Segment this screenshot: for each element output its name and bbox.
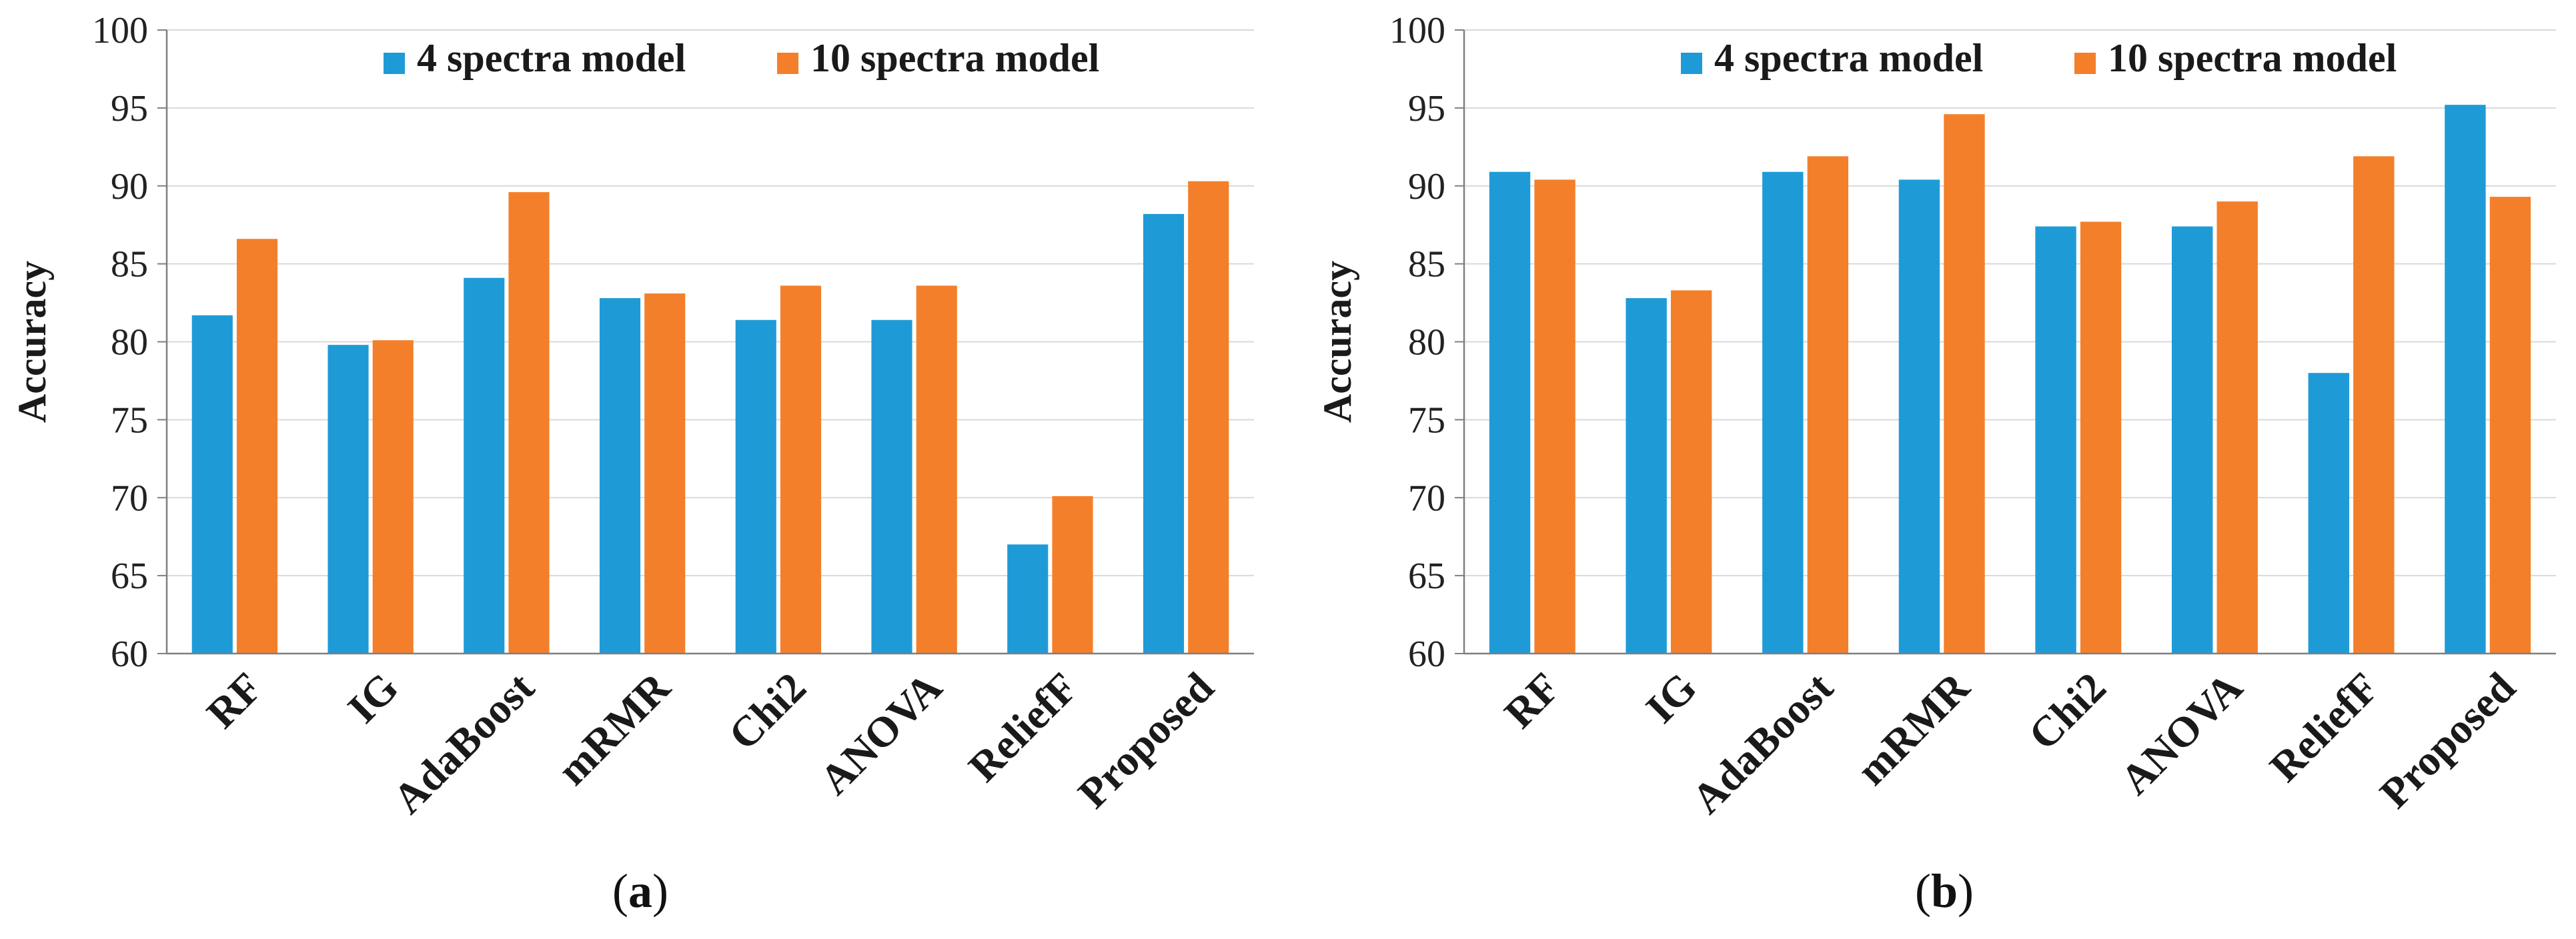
bar-10-spectra-proposed	[2489, 197, 2531, 654]
x-tick-label-relieff: ReliefF	[2261, 664, 2388, 791]
bar-4-spectra-adaboost	[464, 277, 505, 654]
bar-4-spectra-proposed	[2445, 105, 2486, 654]
x-tick-label-adaboost: AdaBoost	[384, 663, 543, 822]
legend-label-4-spectra: 4 spectra model	[417, 36, 686, 80]
bar-4-spectra-rf	[1489, 171, 1531, 654]
caption-open-paren: (	[612, 864, 628, 918]
y-tick-label: 95	[1408, 88, 1445, 129]
bar-4-spectra-relieff	[1007, 544, 1049, 654]
bar-4-spectra-mrmr	[1898, 179, 1940, 654]
bar-4-spectra-relieff	[2308, 373, 2349, 654]
y-tick-label: 60	[1408, 634, 1445, 675]
bar-10-spectra-anova	[916, 285, 957, 654]
legend-swatch-4-spectra	[1681, 53, 1702, 74]
y-tick-label: 65	[111, 556, 148, 597]
bar-10-spectra-rf	[236, 239, 278, 654]
bar-10-spectra-mrmr	[1944, 114, 1985, 654]
y-tick-label: 100	[1389, 10, 1445, 51]
legend-label-4-spectra: 4 spectra model	[1714, 36, 1983, 80]
x-tick-label-rf: RF	[1495, 664, 1569, 738]
y-tick-label: 90	[1408, 166, 1445, 207]
x-tick-label-proposed: Proposed	[2371, 664, 2524, 817]
x-tick-label-rf: RF	[197, 664, 271, 738]
bar-10-spectra-chi2	[780, 285, 822, 654]
bar-10-spectra-relieff	[2353, 156, 2395, 654]
bar-4-spectra-proposed	[1143, 213, 1185, 654]
y-tick-label: 95	[111, 88, 148, 129]
y-tick-label: 85	[111, 244, 148, 285]
y-tick-label: 70	[111, 478, 148, 519]
legend-swatch-4-spectra	[384, 53, 405, 74]
bar-10-spectra-mrmr	[644, 293, 686, 654]
bar-4-spectra-ig	[328, 345, 369, 654]
y-tick-label: 80	[1408, 322, 1445, 363]
bar-4-spectra-rf	[191, 315, 233, 654]
y-tick-label: 60	[111, 634, 148, 675]
y-tick-label: 90	[111, 166, 148, 207]
x-tick-label-mrmr: mRMR	[548, 663, 680, 794]
y-axis-label: Accuracy	[1315, 261, 1359, 423]
bar-10-spectra-relieff	[1052, 496, 1093, 654]
panel-caption: (b)	[1915, 864, 1974, 918]
panel-caption: (a)	[612, 864, 668, 918]
legend-label-10-spectra: 10 spectra model	[810, 36, 1099, 80]
x-tick-label-anova: ANOVA	[2111, 664, 2251, 804]
bar-10-spectra-adaboost	[508, 192, 550, 654]
y-tick-label: 65	[1408, 556, 1445, 597]
x-tick-label-ig: IG	[339, 664, 408, 732]
legend: 4 spectra model 10 spectra model	[1681, 36, 2397, 80]
bar-4-spectra-adaboost	[1762, 171, 1804, 654]
caption-open-paren: (	[1915, 864, 1931, 918]
bar-10-spectra-ig	[1671, 290, 1712, 654]
x-tick-label-chi2: Chi2	[2019, 664, 2114, 759]
x-tick-label-adaboost: AdaBoost	[1683, 663, 1842, 822]
bar-4-spectra-ig	[1626, 298, 1667, 654]
bar-10-spectra-proposed	[1188, 181, 1229, 654]
legend-swatch-10-spectra	[2074, 53, 2096, 74]
x-tick-label-relieff: ReliefF	[959, 664, 1087, 791]
y-tick-label: 75	[1408, 399, 1445, 441]
x-tick-label-proposed: Proposed	[1069, 664, 1223, 817]
bar-10-spectra-ig	[372, 340, 414, 654]
x-tick-label-mrmr: mRMR	[1848, 663, 1979, 794]
bar-10-spectra-adaboost	[1807, 156, 1849, 654]
bar-4-spectra-anova	[2171, 226, 2213, 654]
y-tick-label: 75	[111, 399, 148, 441]
bar-4-spectra-mrmr	[599, 298, 641, 654]
y-tick-label: 80	[111, 322, 148, 363]
x-tick-label-ig: IG	[1637, 664, 1706, 732]
caption-letter: b	[1931, 864, 1958, 918]
legend-label-10-spectra: 10 spectra model	[2108, 36, 2397, 80]
legend-swatch-10-spectra	[777, 53, 798, 74]
x-tick-label-anova: ANOVA	[810, 664, 950, 804]
bar-4-spectra-anova	[871, 319, 912, 654]
x-tick-label-chi2: Chi2	[720, 664, 815, 759]
y-axis-label: Accuracy	[10, 261, 54, 423]
y-tick-label: 100	[92, 10, 148, 51]
caption-letter: a	[628, 864, 652, 918]
bar-4-spectra-chi2	[735, 319, 776, 654]
caption-close-paren: )	[1958, 864, 1974, 918]
bar-10-spectra-chi2	[2080, 221, 2122, 654]
bar-10-spectra-anova	[2216, 201, 2258, 654]
y-tick-label: 70	[1408, 478, 1445, 519]
caption-close-paren: )	[652, 864, 668, 918]
legend: 4 spectra model 10 spectra model	[384, 36, 1099, 80]
y-tick-label: 85	[1408, 244, 1445, 285]
bar-4-spectra-chi2	[2035, 226, 2076, 654]
bar-10-spectra-rf	[1534, 179, 1575, 654]
